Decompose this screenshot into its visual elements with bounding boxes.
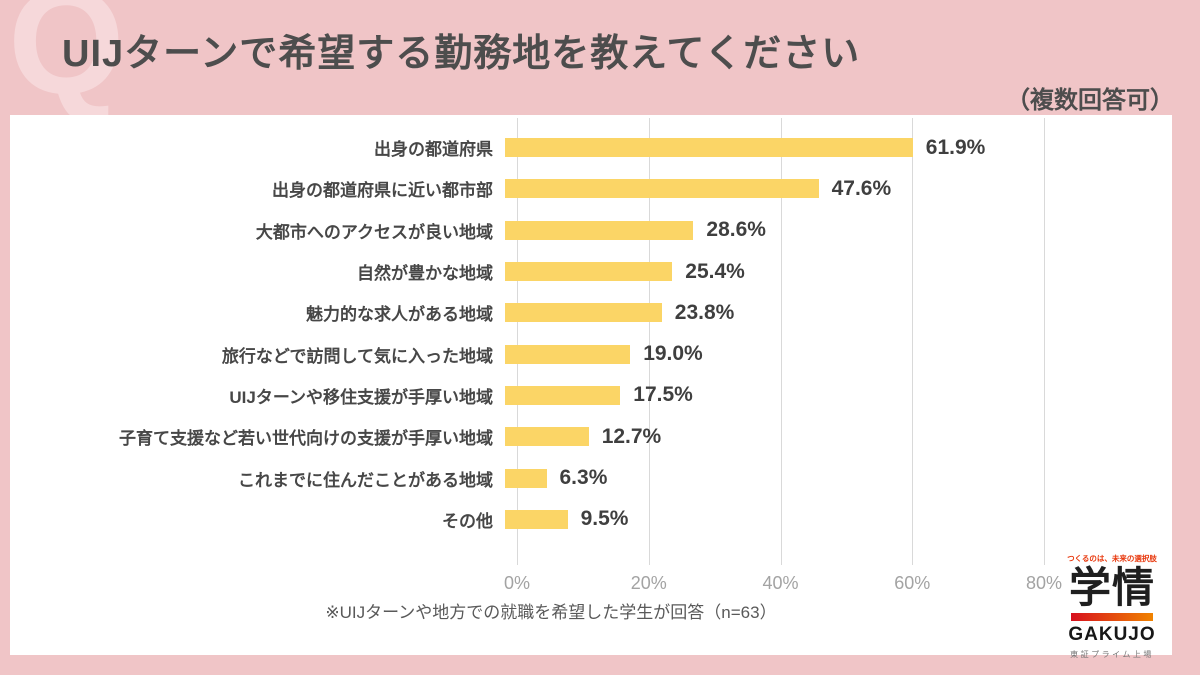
chart-row: 大都市へのアクセスが良い地域 28.6%	[22, 210, 1166, 251]
chart-row: 出身の都道府県に近い都市部 47.6%	[22, 168, 1166, 209]
footnote: ※UIJターンや地方での就職を希望した学生が回答（n=63）	[325, 603, 777, 622]
category-label: UIJターンや移住支援が手厚い地域	[229, 387, 493, 407]
bar-track: 25.4%	[505, 251, 1166, 292]
chart-row: UIJターンや移住支援が手厚い地域 17.5%	[22, 375, 1166, 416]
bar-track: 19.0%	[505, 333, 1166, 374]
category-label: 出身の都道府県	[374, 140, 493, 160]
gridline	[912, 118, 914, 565]
bar-track: 12.7%	[505, 416, 1166, 457]
value-label: 6.3%	[559, 466, 608, 490]
bar-track: 17.5%	[505, 375, 1166, 416]
value-label: 47.6%	[831, 176, 892, 200]
bar	[505, 468, 547, 488]
category-label: 子育て支援など若い世代向けの支援が手厚い地域	[119, 429, 493, 449]
bar	[505, 427, 589, 447]
logo-tagline: つくるのは、未来の選択肢	[1067, 554, 1157, 563]
plot-grid: 0% 20% 40% 60% 80%	[504, 118, 1062, 593]
gakujo-logo: つくるのは、未来の選択肢 学情 GAKUJO 東証プライム上場	[1064, 553, 1160, 660]
gridline	[648, 118, 650, 565]
bar-track: 9.5%	[505, 499, 1166, 540]
value-label: 12.7%	[601, 424, 662, 448]
chart-rows: 出身の都道府県 61.9% 出身の都道府県に近い都市部 47.6% 大都市へのアクセスが…	[22, 127, 1166, 540]
gridline	[517, 118, 518, 565]
gridline	[780, 118, 782, 565]
chart-panel: 0% 20% 40% 60% 80% 出身の都道府県 61.9% 出身の都道府県に近い都市部…	[10, 115, 1172, 659]
logo-gradient-bar	[1071, 613, 1153, 622]
chart-row: 自然が豊かな地域 25.4%	[22, 251, 1166, 292]
chart-row: 子育て支援など若い世代向けの支援が手厚い地域 12.7%	[22, 416, 1166, 457]
category-label: 旅行などで訪問して気に入った地域	[221, 346, 493, 366]
page-title: UIJターンで希望する勤務地を教えてください	[62, 33, 861, 75]
x-tick-label: 60%	[894, 573, 931, 593]
bar	[505, 179, 819, 199]
bar-track: 28.6%	[505, 210, 1166, 251]
value-label: 9.5%	[580, 507, 629, 531]
chart-row: 旅行などで訪問して気に入った地域 19.0%	[22, 333, 1166, 374]
bar-track: 47.6%	[505, 168, 1166, 209]
category-label: これまでに住んだことがある地域	[238, 470, 493, 490]
category-label: 魅力的な求人がある地域	[306, 305, 493, 325]
chart-row: これまでに住んだことがある地域 6.3%	[22, 457, 1166, 498]
bar	[505, 385, 621, 405]
logo-listing: 東証プライム上場	[1070, 650, 1154, 660]
bar	[505, 262, 673, 282]
category-label: 大都市へのアクセスが良い地域	[255, 222, 493, 242]
bar	[505, 509, 568, 529]
bar	[505, 303, 662, 323]
value-label: 28.6%	[706, 218, 766, 242]
category-label: その他	[442, 511, 493, 531]
multiple-answers-note: （複数回答可）	[1006, 87, 1174, 114]
bar-track: 23.8%	[505, 292, 1166, 333]
value-label: 61.9%	[925, 135, 986, 159]
logo-name-jp: 学情	[1068, 564, 1155, 611]
chart-row: 魅力的な求人がある地域 23.8%	[22, 292, 1166, 333]
bar	[505, 344, 631, 364]
bar	[505, 138, 913, 158]
value-label: 25.4%	[685, 259, 745, 283]
value-label: 19.0%	[643, 342, 703, 366]
category-label: 自然が豊かな地域	[357, 264, 493, 284]
bar-track: 6.3%	[505, 457, 1166, 498]
x-tick-label: 20%	[630, 573, 667, 593]
gridline	[1044, 118, 1045, 565]
category-label: 出身の都道府県に近い都市部	[272, 181, 493, 201]
value-label: 17.5%	[633, 383, 693, 407]
logo-name-en: GAKUJO	[1068, 624, 1156, 646]
chart-row: その他 9.5%	[22, 499, 1166, 540]
bar-track: 61.9%	[505, 127, 1166, 168]
bar	[505, 220, 694, 240]
x-tick-label: 40%	[762, 573, 799, 593]
value-label: 23.8%	[674, 300, 735, 324]
x-tick-label: 80%	[1025, 573, 1063, 593]
q-watermark: Q	[8, 0, 125, 125]
chart-row: 出身の都道府県 61.9%	[22, 127, 1166, 168]
x-tick-label: 0%	[503, 573, 531, 593]
